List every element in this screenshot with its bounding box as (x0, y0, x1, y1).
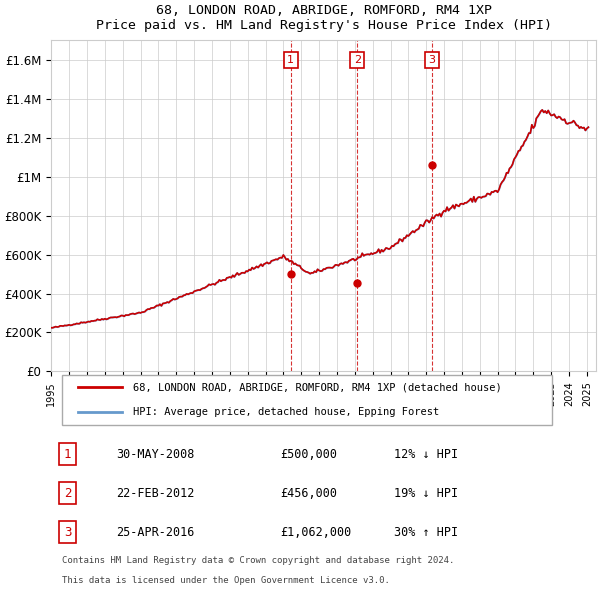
Text: £500,000: £500,000 (280, 448, 337, 461)
Text: £456,000: £456,000 (280, 487, 337, 500)
Text: 25-APR-2016: 25-APR-2016 (116, 526, 195, 539)
Text: 30% ↑ HPI: 30% ↑ HPI (394, 526, 458, 539)
Text: 1: 1 (287, 55, 294, 65)
Text: 68, LONDON ROAD, ABRIDGE, ROMFORD, RM4 1XP (detached house): 68, LONDON ROAD, ABRIDGE, ROMFORD, RM4 1… (133, 382, 502, 392)
Text: 19% ↓ HPI: 19% ↓ HPI (394, 487, 458, 500)
Text: HPI: Average price, detached house, Epping Forest: HPI: Average price, detached house, Eppi… (133, 407, 439, 417)
Text: 3: 3 (64, 526, 71, 539)
Text: £1,062,000: £1,062,000 (280, 526, 351, 539)
FancyBboxPatch shape (62, 375, 552, 425)
Text: This data is licensed under the Open Government Licence v3.0.: This data is licensed under the Open Gov… (62, 576, 390, 585)
Text: 3: 3 (428, 55, 436, 65)
Text: 2: 2 (354, 55, 361, 65)
Text: 30-MAY-2008: 30-MAY-2008 (116, 448, 195, 461)
Text: 1: 1 (64, 448, 71, 461)
Text: 22-FEB-2012: 22-FEB-2012 (116, 487, 195, 500)
Text: 12% ↓ HPI: 12% ↓ HPI (394, 448, 458, 461)
Text: Contains HM Land Registry data © Crown copyright and database right 2024.: Contains HM Land Registry data © Crown c… (62, 556, 455, 565)
Title: 68, LONDON ROAD, ABRIDGE, ROMFORD, RM4 1XP
Price paid vs. HM Land Registry's Hou: 68, LONDON ROAD, ABRIDGE, ROMFORD, RM4 1… (95, 4, 551, 32)
Text: 2: 2 (64, 487, 71, 500)
